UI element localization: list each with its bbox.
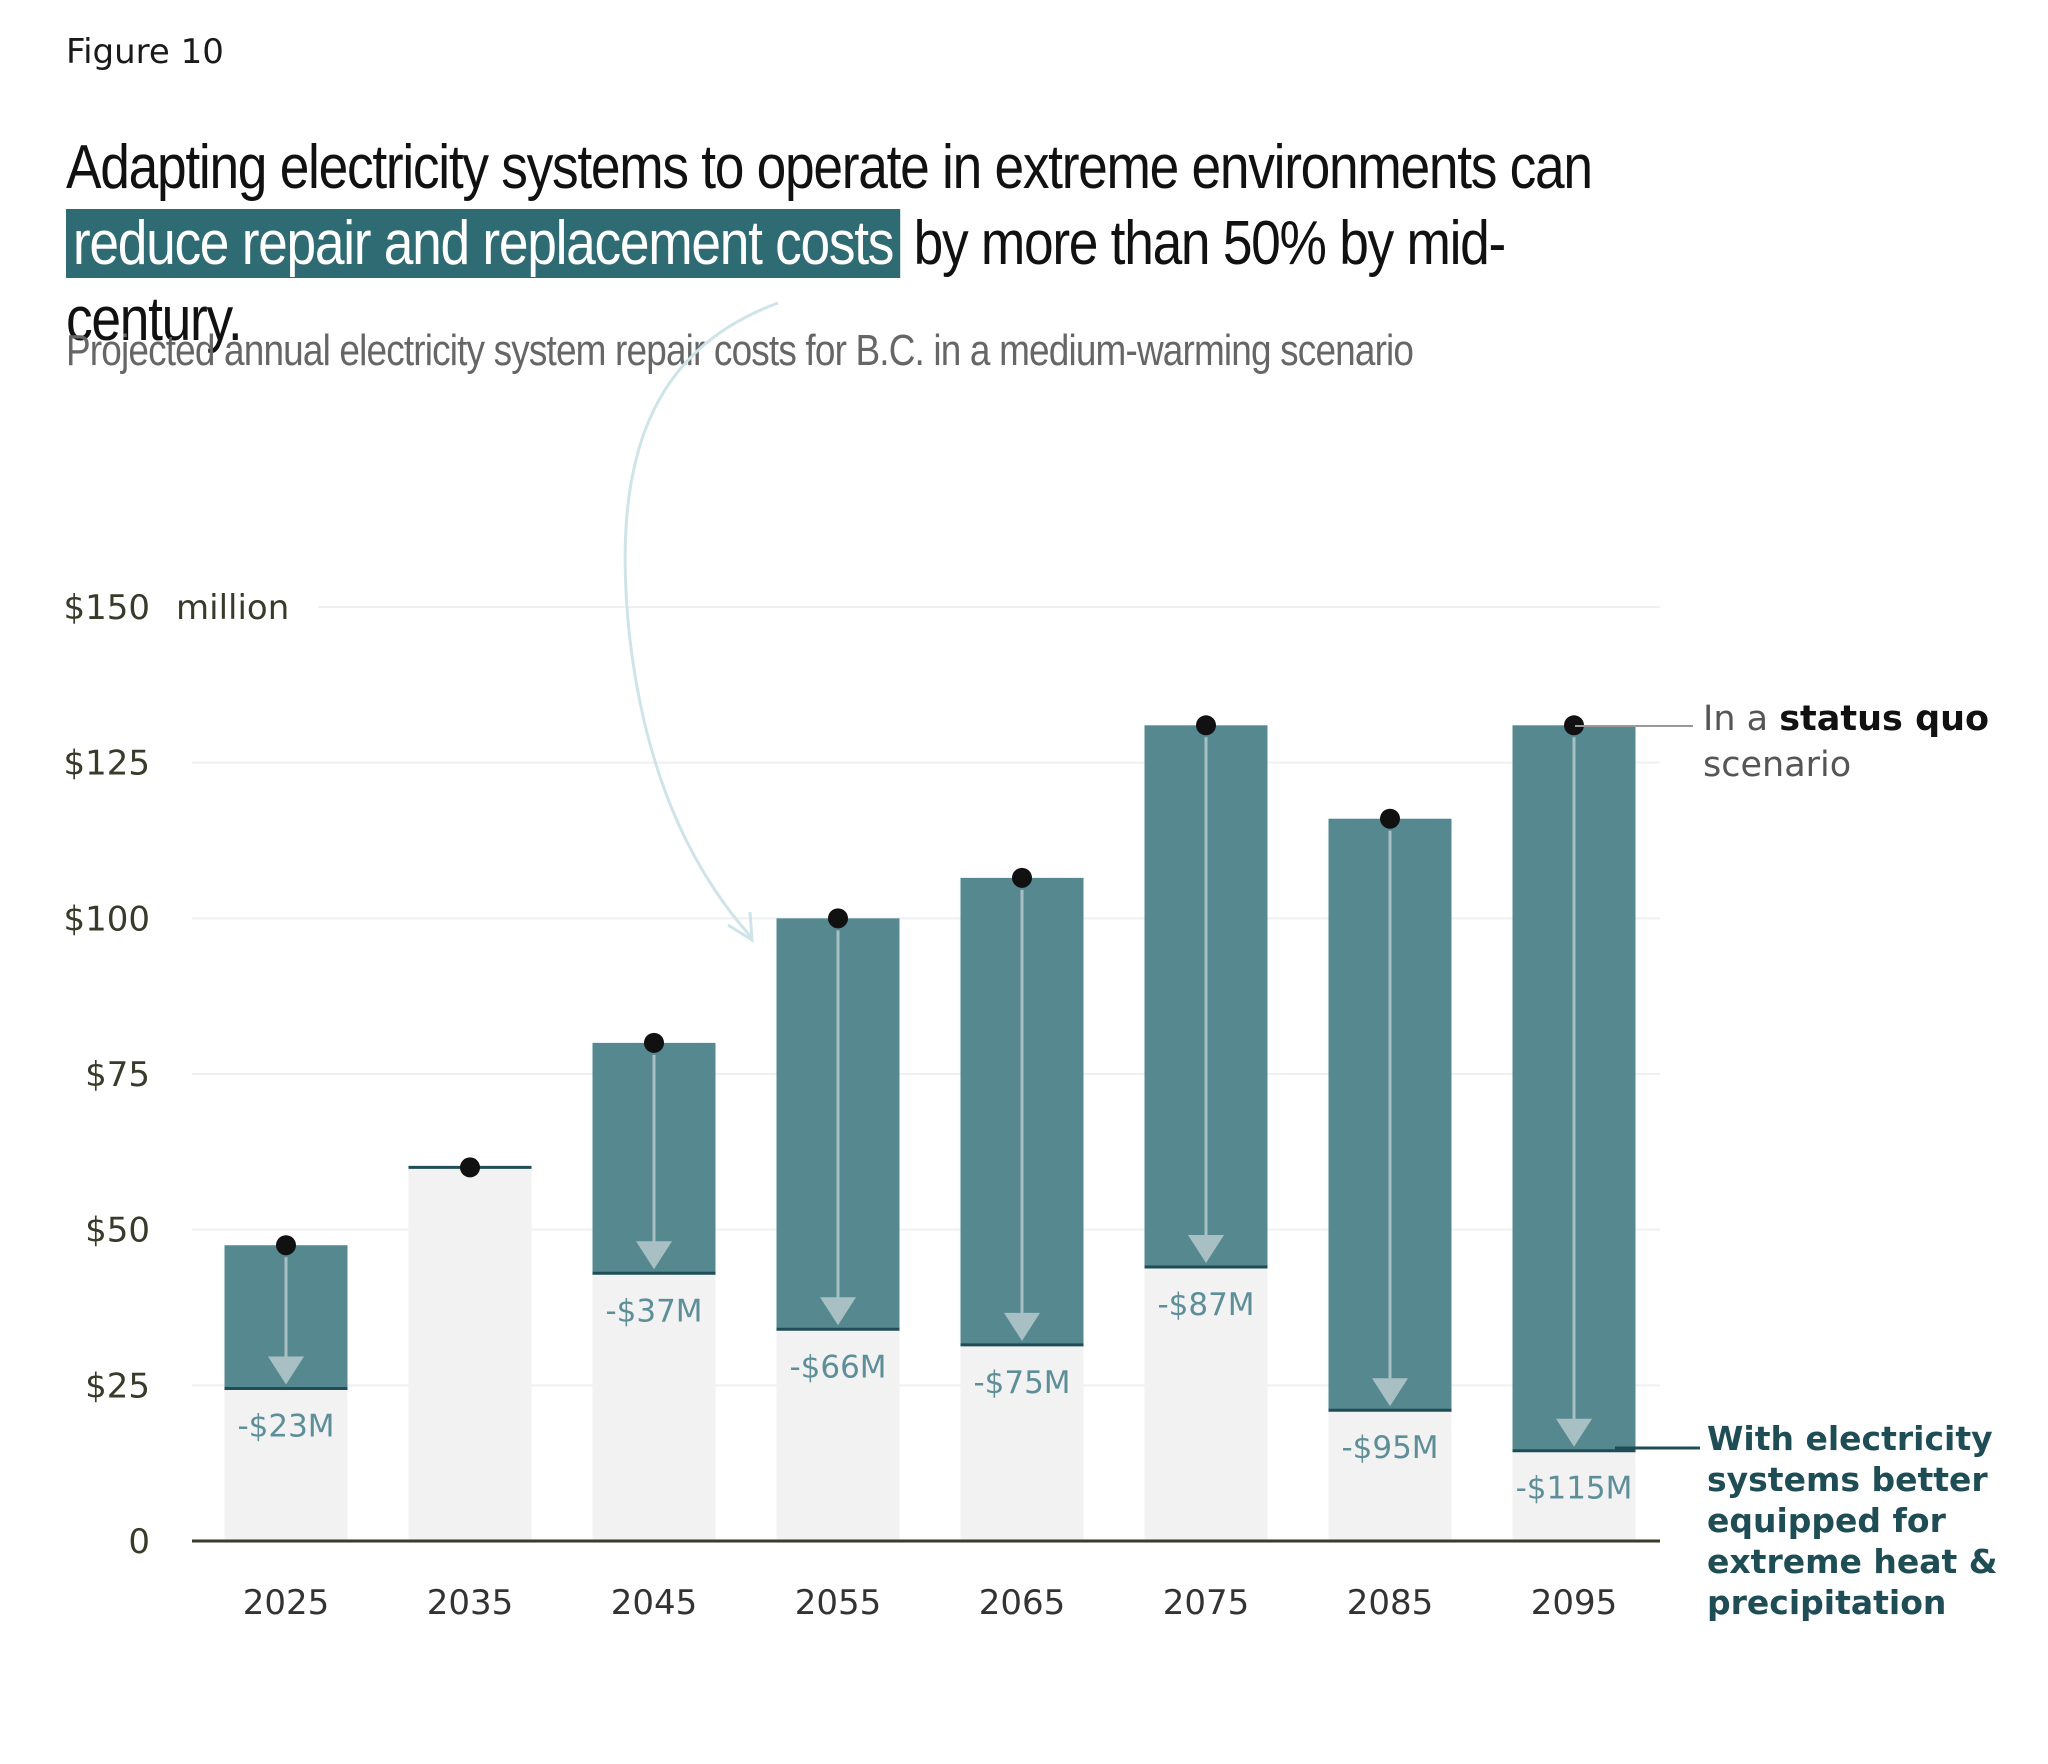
headline-highlight: reduce repair and replacement costs <box>66 209 901 278</box>
x-axis-ticks: 2025 2035 2045 2055 2065 2075 2085 2095 <box>192 1539 1660 1623</box>
saving-arrowhead <box>1188 1235 1224 1264</box>
figure-label: Figure 10 <box>66 32 224 72</box>
status-quo-point <box>460 1157 480 1178</box>
x-tick-label: 2045 <box>611 1583 698 1623</box>
adapted-bar <box>960 1344 1084 1541</box>
x-tick-label: 2085 <box>1347 1583 1434 1623</box>
status-quo-suffix: scenario <box>1703 745 1852 785</box>
adapted-bar <box>224 1388 348 1541</box>
headline-line1: Adapting electricity systems to operate … <box>66 133 1593 202</box>
status-quo-point <box>1012 867 1032 888</box>
saving-arrowhead <box>1004 1312 1040 1341</box>
status-quo-point <box>644 1032 664 1053</box>
y-tick-label: 0 <box>128 1522 150 1562</box>
callout-arrowhead <box>727 911 754 943</box>
y-tick-label: $50 <box>85 1211 150 1251</box>
x-tick-label: 2025 <box>243 1583 330 1623</box>
saving-arrowhead <box>636 1241 672 1270</box>
y-tick-label: $150 <box>63 588 150 628</box>
status-quo-annotation: In a status quo scenario <box>1703 699 1990 785</box>
callout-arrow <box>623 301 779 940</box>
saving-label: -$75M <box>973 1365 1070 1401</box>
adapted-bar <box>592 1273 716 1541</box>
adapted-bar <box>776 1329 900 1541</box>
adapted-bar <box>1144 1267 1268 1541</box>
y-tick-label: $125 <box>63 744 150 784</box>
status-quo-point <box>1196 715 1216 736</box>
saving-arrowhead <box>1556 1418 1592 1447</box>
x-tick-label: 2035 <box>427 1583 514 1623</box>
y-tick-label: $100 <box>63 899 150 939</box>
chart-subtitle: Projected annual electricity system repa… <box>66 326 1414 375</box>
saving-label: -$87M <box>1157 1287 1254 1323</box>
bars: -$23M -$37M -$66M -$75M -$87M -$95M -$115M <box>224 715 1636 1541</box>
adapted-annotation: With electricity systems better equipped… <box>1707 1419 1998 1622</box>
adapted-bar <box>1328 1410 1452 1541</box>
headline: Adapting electricity systems to operate … <box>66 130 1666 358</box>
adapted-bar <box>1512 1450 1636 1541</box>
saving-label: -$95M <box>1341 1430 1438 1466</box>
saving-label: -$23M <box>237 1408 334 1444</box>
headline-rest: by more than 50% by mid-century. <box>66 209 1506 354</box>
saving-label: -$37M <box>605 1293 702 1329</box>
y-unit-label: million <box>176 588 289 628</box>
x-tick-label: 2095 <box>1531 1583 1618 1623</box>
y-axis-ticks: 0 $25 $50 $75 $100 $125 $150 million <box>63 588 289 1562</box>
saving-label: -$115M <box>1516 1471 1633 1507</box>
status-quo-point <box>1564 715 1584 736</box>
status-quo-bold: status quo <box>1779 699 1990 739</box>
saving-label: -$66M <box>789 1349 886 1385</box>
x-tick-label: 2075 <box>1163 1583 1250 1623</box>
y-tick-label: $75 <box>85 1055 150 1095</box>
status-quo-point <box>1380 808 1400 829</box>
x-tick-label: 2055 <box>795 1583 882 1623</box>
adapted-bar <box>408 1167 532 1541</box>
x-tick-label: 2065 <box>979 1583 1066 1623</box>
saving-arrowhead <box>268 1356 304 1385</box>
saving-arrowhead <box>820 1297 856 1326</box>
status-quo-point <box>828 908 848 929</box>
status-quo-point <box>276 1235 296 1256</box>
y-tick-label: $25 <box>85 1366 150 1406</box>
saving-arrowhead <box>1372 1378 1408 1407</box>
